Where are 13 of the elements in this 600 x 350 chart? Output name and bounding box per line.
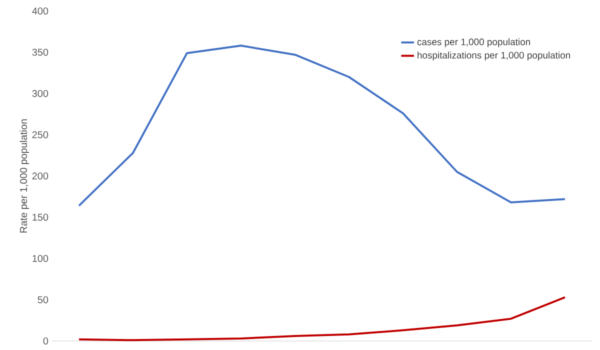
legend-label: cases per 1,000 population: [417, 38, 530, 48]
y-tick-label: 150: [32, 214, 48, 221]
y-tick-label: 100: [32, 254, 48, 262]
y-axis-title: Rate per 1,000 population: [20, 119, 30, 233]
legend-label: hospitalizations per 1,000 population: [418, 52, 570, 60]
y-tick-label: 300: [32, 90, 48, 98]
y-tick-label: 50: [38, 296, 48, 304]
line-series: [78, 296, 566, 342]
y-tick-label: 200: [32, 172, 48, 180]
y-tick-label: 350: [32, 48, 48, 56]
y-tick-label: 0: [43, 337, 48, 345]
y-tick-label: 250: [32, 131, 48, 138]
y-tick-label: 400: [32, 7, 48, 15]
